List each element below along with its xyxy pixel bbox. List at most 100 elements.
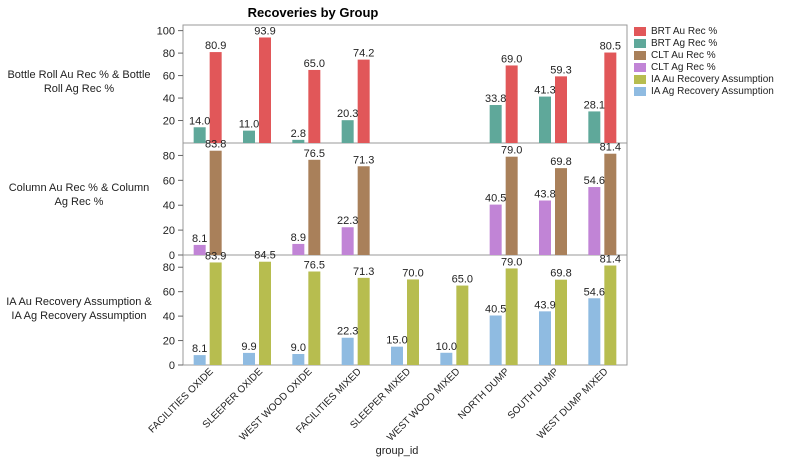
legend-swatch [634, 62, 646, 72]
data-label: 33.8 [485, 93, 506, 105]
legend-swatch [634, 74, 646, 84]
panel-1-ylabel: Bottle Roll Au Rec % & Bottle Roll Ag Re… [7, 69, 151, 95]
data-label: 59.3 [550, 64, 571, 76]
data-label: 41.3 [534, 85, 555, 97]
legend-label: CLT Au Rec % [651, 49, 716, 61]
y-tick-label: 80 [163, 150, 175, 162]
data-label: 54.6 [584, 286, 605, 298]
data-label: 71.3 [353, 266, 374, 278]
x-tick-label: NORTH DUMP [456, 366, 512, 422]
data-label: 69.8 [550, 268, 571, 280]
data-label: 65.0 [304, 58, 325, 70]
bar-3-2 [243, 352, 255, 365]
legend-swatch [634, 50, 646, 60]
bar-3-2 [391, 346, 403, 365]
bar-2-2 [588, 187, 601, 255]
data-label: 80.5 [600, 41, 621, 53]
data-label: 81.4 [600, 254, 621, 266]
bar-1-2 [539, 96, 551, 143]
legend-item: IA Au Recovery Assumption [634, 73, 774, 85]
legend-label: IA Ag Recovery Assumption [651, 85, 774, 97]
bar-1-2 [193, 127, 206, 143]
y-tick-label: 80 [163, 262, 175, 274]
bar-3-1 [604, 265, 617, 365]
bar-3-1 [456, 285, 469, 365]
data-label: 43.9 [534, 299, 555, 311]
bar-1-1 [308, 69, 321, 143]
y-tick-label: 0 [169, 250, 175, 262]
bar-1-1 [357, 59, 370, 143]
legend-label: IA Au Recovery Assumption [651, 73, 774, 85]
data-label: 40.5 [485, 304, 506, 316]
legend-swatch [634, 26, 646, 36]
bar-3-1 [555, 279, 567, 365]
data-label: 79.0 [501, 145, 522, 157]
bar-1-2 [243, 130, 255, 143]
y-tick-label: 80 [163, 48, 175, 60]
data-label: 84.5 [254, 250, 275, 262]
legend-label: BRT Ag Rec % [651, 37, 718, 49]
bar-2-1 [209, 150, 222, 255]
bar-2-2 [193, 244, 206, 255]
data-label: 81.4 [600, 142, 621, 154]
panel-3-ylabel: IA Au Recovery Assumption & IA Ag Recove… [6, 296, 152, 322]
bar-3-2 [292, 354, 305, 365]
bar-1-2 [341, 120, 354, 143]
y-tick-label: 40 [163, 200, 175, 212]
data-label: 20.3 [337, 108, 358, 120]
bar-2-2 [341, 227, 354, 255]
x-axis-label: group_id [376, 445, 419, 457]
y-tick-label: 20 [163, 116, 175, 128]
bar-3-2 [539, 311, 551, 365]
data-label: 70.0 [402, 267, 423, 279]
data-label: 74.2 [353, 48, 374, 60]
y-tick-label: 60 [163, 71, 175, 83]
bar-1-1 [604, 52, 617, 143]
bar-1-1 [209, 52, 222, 143]
bar-3-1 [407, 279, 419, 365]
bar-2-1 [604, 153, 617, 255]
data-label: 2.8 [291, 128, 306, 140]
bar-3-2 [489, 315, 502, 365]
y-tick-label: 40 [163, 93, 175, 105]
bar-1-1 [505, 65, 518, 143]
chart-legend: BRT Au Rec % BRT Ag Rec % CLT Au Rec % CLT … [634, 25, 774, 97]
data-label: 43.8 [534, 188, 555, 200]
data-label: 9.0 [291, 342, 306, 354]
bar-3-2 [440, 352, 453, 365]
y-tick-label: 100 [157, 26, 175, 38]
data-label: 80.9 [205, 40, 226, 52]
bar-1-1 [259, 37, 271, 143]
bar-2-1 [505, 156, 518, 255]
legend-item: IA Ag Recovery Assumption [634, 85, 774, 97]
legend-item: BRT Ag Rec % [634, 37, 774, 49]
bar-3-1 [308, 271, 321, 365]
legend-item: CLT Ag Rec % [634, 61, 774, 73]
data-label: 40.5 [485, 193, 506, 205]
bar-1-2 [588, 111, 601, 143]
data-label: 22.3 [337, 215, 358, 227]
chart-title: Recoveries by Group [248, 5, 379, 20]
plot-frame [182, 24, 628, 366]
data-label: 71.3 [353, 154, 374, 166]
bar-1-2 [489, 105, 502, 143]
data-label: 69.0 [501, 53, 522, 65]
legend-item: BRT Au Rec % [634, 25, 774, 37]
y-tick-label: 20 [163, 336, 175, 348]
data-label: 11.0 [239, 119, 260, 131]
data-label: 22.3 [337, 326, 358, 338]
data-label: 83.9 [205, 250, 226, 262]
data-label: 15.0 [386, 335, 407, 347]
legend-swatch [634, 38, 646, 48]
bar-1-1 [555, 76, 567, 143]
data-label: 69.8 [550, 156, 571, 168]
bar-3-2 [193, 355, 206, 365]
data-label: 8.1 [192, 343, 207, 355]
panel-2-ylabel: Column Au Rec % & Column Ag Rec % [8, 182, 150, 208]
y-tick-label: 40 [163, 311, 175, 323]
data-label: 9.9 [241, 341, 256, 353]
legend-label: BRT Au Rec % [651, 25, 718, 37]
bar-3-1 [259, 261, 271, 365]
data-label: 79.0 [501, 256, 522, 268]
